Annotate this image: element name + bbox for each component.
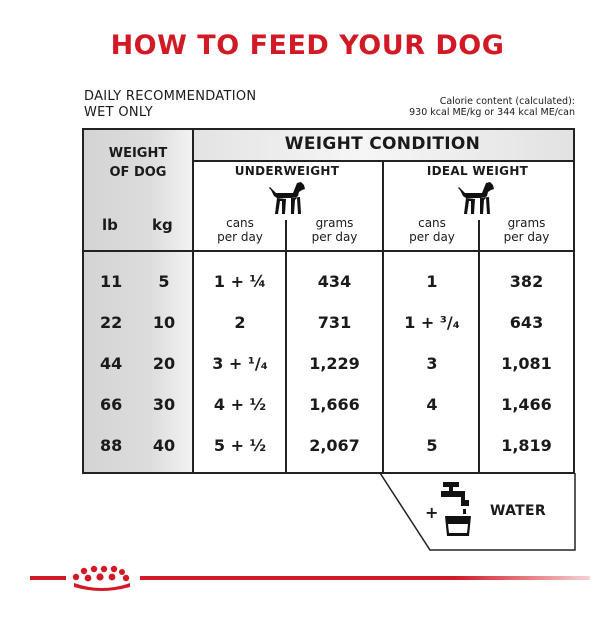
col-header-line: per day — [311, 230, 358, 244]
col-header-line: cans — [418, 216, 446, 230]
cell-lb: 44 — [100, 354, 123, 373]
divider — [192, 130, 194, 472]
calorie-line1: Calorie content (calculated): — [439, 96, 575, 107]
cell-ideal-cans: 3 — [426, 354, 438, 373]
ideal-grams-header: grams per day — [480, 216, 573, 244]
cell-ideal-cans: 1 + ³/₄ — [404, 313, 460, 332]
cell-lb: 88 — [100, 436, 123, 455]
royal-canin-crown-icon — [72, 565, 130, 591]
cell-kg: 40 — [152, 436, 176, 455]
calorie-content: Calorie content (calculated): 930 kcal M… — [409, 96, 575, 118]
calorie-line2: 930 kcal ME/kg or 344 kcal ME/can — [409, 107, 575, 118]
weight-column-background — [84, 130, 192, 472]
cell-under-cans: 1 + ¼ — [213, 272, 267, 291]
col-header-line: per day — [217, 230, 263, 244]
cell-under-grams: 731 — [317, 313, 352, 332]
col-header-line: cans — [226, 216, 254, 230]
dog-icon — [458, 182, 494, 214]
cell-ideal-cans: 1 — [426, 272, 438, 291]
ideal-cans-header: cans per day — [386, 216, 478, 244]
unit-lb: lb — [102, 216, 118, 234]
cell-lb: 22 — [100, 313, 123, 332]
cell-ideal-grams: 1,466 — [501, 395, 552, 414]
cell-under-cans: 2 — [234, 313, 246, 332]
page-title: HOW TO FEED YOUR DOG — [110, 30, 505, 61]
cell-under-grams: 1,229 — [309, 354, 360, 373]
underweight-cans-header: cans per day — [196, 216, 284, 244]
daily-recommendation: DAILY RECOMMENDATION WET ONLY — [84, 89, 256, 121]
cell-lb: 11 — [100, 272, 123, 291]
weight-condition-header: WEIGHT CONDITION — [284, 134, 481, 154]
cell-ideal-cans: 5 — [426, 436, 438, 455]
cell-ideal-grams: 382 — [509, 272, 544, 291]
cell-under-cans: 4 + ½ — [213, 395, 267, 414]
cell-kg: 20 — [152, 354, 176, 373]
col-header-line: per day — [503, 230, 550, 244]
daily-recommendation-line2: WET ONLY — [84, 105, 153, 120]
cell-kg: 5 — [158, 272, 170, 291]
brand-line-left — [30, 576, 66, 580]
divider — [84, 250, 573, 252]
water-tap-icon — [441, 482, 471, 536]
cell-ideal-cans: 4 — [426, 395, 438, 414]
underweight-header: UNDERWEIGHT — [234, 164, 340, 178]
col-header-line: grams — [507, 216, 546, 230]
feeding-table: WEIGHT CONDITION WEIGHT OF DOG lb kg UND… — [82, 128, 575, 474]
unit-kg: kg — [152, 216, 173, 234]
col-header-line: grams — [315, 216, 354, 230]
weight-condition-header-band — [192, 130, 573, 160]
cell-ideal-grams: 1,081 — [501, 354, 552, 373]
col-header-line: per day — [409, 230, 455, 244]
divider — [478, 220, 480, 472]
cell-ideal-grams: 643 — [509, 313, 544, 332]
cell-under-cans: 5 + ½ — [213, 436, 267, 455]
cell-under-cans: 3 + ¹/₄ — [212, 354, 268, 373]
weight-of-dog-header: WEIGHT OF DOG — [84, 144, 192, 182]
divider — [382, 160, 384, 472]
underweight-grams-header: grams per day — [287, 216, 382, 244]
brand-line-right — [140, 576, 590, 580]
dog-icon — [269, 182, 305, 214]
cell-lb: 66 — [100, 395, 123, 414]
cell-under-grams: 434 — [317, 272, 352, 291]
weight-of-dog-line2: OF DOG — [109, 165, 167, 180]
water-label: WATER — [490, 503, 546, 519]
cell-ideal-grams: 1,819 — [501, 436, 552, 455]
cell-under-grams: 2,067 — [309, 436, 360, 455]
water-plus: + — [425, 503, 439, 522]
ideal-weight-header: IDEAL WEIGHT — [426, 164, 529, 178]
cell-kg: 30 — [152, 395, 176, 414]
daily-recommendation-line1: DAILY RECOMMENDATION — [84, 89, 257, 104]
cell-under-grams: 1,666 — [309, 395, 360, 414]
divider — [285, 220, 287, 472]
cell-kg: 10 — [152, 313, 176, 332]
weight-of-dog-line1: WEIGHT — [108, 146, 168, 161]
